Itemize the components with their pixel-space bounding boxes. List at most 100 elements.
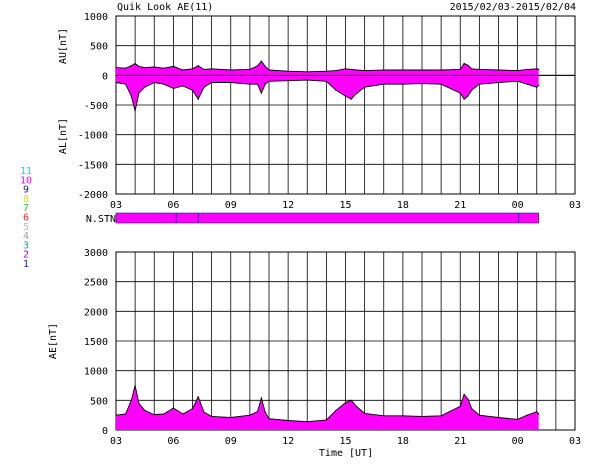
data-point-ae [197,396,199,398]
data-point-ae [249,414,251,416]
y-tick-label: 2000 [84,307,108,318]
data-point-al [249,83,251,85]
legend-entry-1: 1 [23,259,29,270]
station-count-label: N.STN [86,214,116,225]
series-line-ae [115,385,540,423]
data-point-au [268,69,270,71]
legend-entry-2: 2 [23,250,29,261]
data-point-al [478,83,480,85]
data-point-al [402,83,404,85]
data-point-au [440,69,442,71]
data-point-au [526,68,528,70]
data-point-ae [134,384,136,387]
data-point-al [497,81,500,84]
data-point-al [125,83,127,85]
y-tick-label: -1000 [78,131,108,142]
y-tick-label: -500 [84,101,108,112]
data-point-au [153,66,155,68]
x-tick-label: 00 [512,200,524,211]
data-point-ae [463,393,465,395]
data-point-al [526,83,528,85]
x-tick-label: 03 [569,200,581,211]
data-point-al [260,92,262,94]
x-tick-label: 06 [167,436,179,447]
y-axis-label-al: AL[nT] [58,118,69,154]
data-point-al [172,87,174,89]
data-point-au [203,68,205,70]
data-point-ae [471,408,473,410]
data-point-al [344,95,347,97]
legend-entry-9: 9 [23,185,29,196]
data-point-ae [402,415,404,417]
y-axis-label-ae: AE[nT] [48,323,59,359]
data-point-ae [344,402,347,404]
data-point-au [264,65,266,67]
data-point-ae [526,414,528,416]
data-point-al [264,83,266,85]
data-point-au [344,68,347,70]
data-point-ae [364,412,366,414]
y-tick-label: 3000 [84,248,108,259]
data-point-au [287,70,289,72]
x-tick-label: 21 [454,436,466,447]
data-point-ae [287,419,289,422]
data-point-al [182,85,184,87]
y-axis-label-au: AU[nT] [58,28,69,64]
data-point-ae [153,414,155,416]
x-tick-label: 09 [225,200,237,211]
data-point-al [538,84,540,86]
data-point-ae [536,411,538,413]
data-point-au [130,65,132,67]
x-tick-label: 21 [454,200,466,211]
data-point-au [335,70,337,72]
legend-entry-11: 11 [20,166,32,177]
data-point-au [260,60,262,62]
y-tick-label: -1500 [78,160,108,171]
data-point-au [536,68,538,70]
data-point-au [306,71,308,73]
data-point-al [153,81,155,84]
series-area-ae [116,385,539,430]
x-tick-label: 03 [569,436,581,447]
x-tick-label: 15 [339,200,351,211]
data-point-ae [306,421,308,423]
y-tick-label: 500 [90,396,108,407]
data-point-au [115,67,117,69]
data-point-au [138,65,140,67]
data-point-al [335,89,337,91]
data-point-ae [172,407,174,409]
chart-title: Quik Look AE(11) [117,2,213,13]
data-point-al [471,89,473,91]
y-tick-label: 1500 [84,337,108,348]
data-point-al [356,92,358,94]
legend-entry-3: 3 [23,240,29,251]
data-point-ae [421,415,423,417]
data-point-ae [163,413,165,415]
data-point-au [249,68,251,70]
data-point-al [163,83,165,85]
date-range: 2015/02/03-2015/02/04 [450,2,576,13]
data-point-al [203,86,205,88]
data-point-au [467,64,469,66]
data-point-au [172,65,174,67]
data-point-au [350,68,352,70]
data-point-ae [383,415,385,417]
y-tick-label: 1000 [84,12,108,23]
x-tick-label: 06 [167,200,179,211]
data-point-al [230,81,232,84]
station-count-panel [115,212,539,224]
y-tick-label: 2500 [84,278,108,289]
data-point-al [306,79,308,81]
data-point-au [230,69,232,71]
y-tick-label: 500 [90,42,108,53]
data-point-au [459,68,461,70]
data-point-ae [230,416,232,419]
data-point-al [191,89,194,91]
legend-entry-6: 6 [23,213,29,224]
legend-entry-8: 8 [23,194,29,205]
y-tick-label: 0 [102,426,108,437]
